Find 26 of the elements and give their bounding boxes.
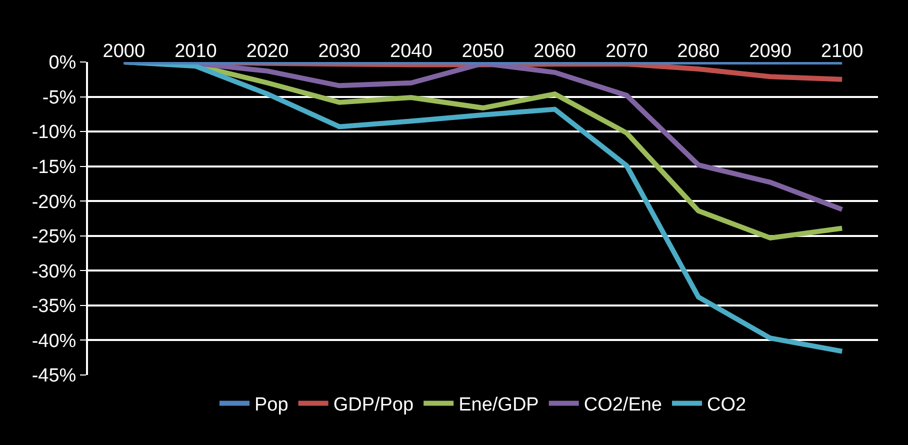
y-tick-label: -30% (32, 261, 76, 282)
x-tick-label: 2080 (677, 41, 720, 62)
y-tick-label: -35% (32, 296, 76, 318)
x-tick-label: 2060 (534, 41, 576, 62)
x-tick-label: 2010 (174, 41, 217, 62)
legend-label: Ene/GDP (458, 394, 539, 416)
y-tick-label: -5% (42, 87, 76, 108)
x-tick-label: 2000 (102, 41, 146, 62)
x-tick-label: 2070 (606, 41, 648, 62)
y-tick-label: -40% (32, 330, 76, 352)
legend-label: GDP/Pop (333, 394, 414, 416)
x-tick-label: 2030 (318, 41, 360, 62)
legend-label: Pop (254, 394, 288, 416)
y-tick-label: -45% (32, 366, 76, 387)
y-tick-label: -25% (32, 226, 76, 248)
y-tick-label: -10% (32, 122, 76, 144)
x-tick-label: 2050 (462, 41, 504, 62)
x-tick-label: 2020 (246, 41, 289, 62)
y-tick-label: -15% (32, 156, 76, 178)
x-tick-label: 2100 (820, 41, 864, 62)
y-tick-label: 0% (48, 52, 76, 74)
x-tick-label: 2040 (390, 41, 432, 62)
y-tick-label: -20% (32, 192, 76, 213)
legend-label: CO2 (707, 394, 746, 416)
x-tick-label: 2090 (749, 41, 792, 62)
legend-label: CO2/Ene (584, 394, 662, 416)
